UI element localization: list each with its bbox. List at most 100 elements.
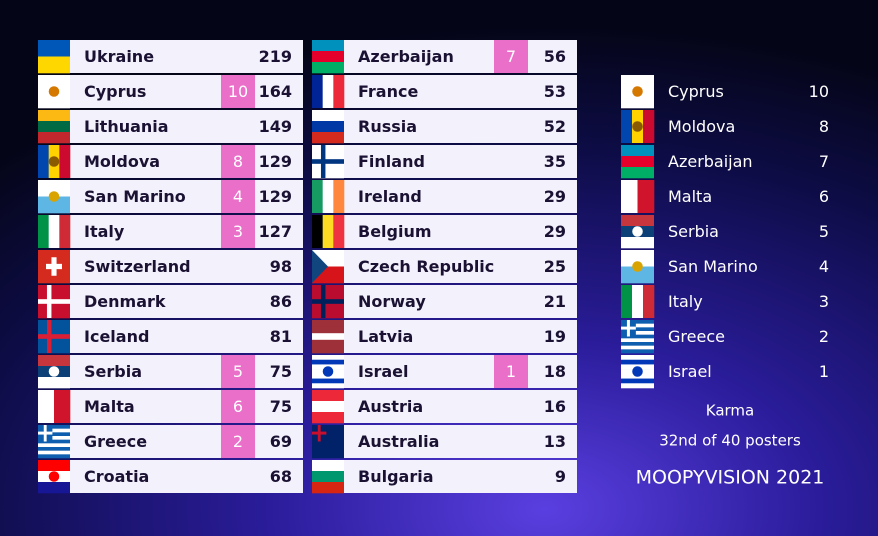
flag-stripe xyxy=(38,40,70,57)
flag-stripe xyxy=(621,285,633,318)
received-country: Serbia xyxy=(668,222,719,241)
flag-cross xyxy=(312,431,327,435)
row-background xyxy=(70,215,303,248)
points-given: 3 xyxy=(233,222,243,241)
flag-stripe xyxy=(312,62,344,74)
total-score: 149 xyxy=(259,117,292,136)
flag-stripe xyxy=(621,156,654,168)
total-score: 35 xyxy=(544,152,566,171)
received-country: Israel xyxy=(668,362,712,381)
points-box xyxy=(221,75,255,108)
total-score: 13 xyxy=(544,432,566,451)
flag-stripe xyxy=(48,215,60,248)
flag-triangle xyxy=(312,250,328,283)
country-name: Australia xyxy=(358,432,439,451)
received-country: Italy xyxy=(668,292,703,311)
total-score: 98 xyxy=(270,257,292,276)
country-name: Finland xyxy=(358,152,425,171)
brand-label: MOOPYVISION 2021 xyxy=(636,467,825,489)
flag-stripe xyxy=(38,482,70,494)
flag-stripe xyxy=(621,383,654,389)
flag-stripe xyxy=(322,75,334,108)
flag-stripe xyxy=(54,390,71,423)
flag-stripe xyxy=(312,121,344,133)
total-score: 52 xyxy=(544,117,566,136)
points-given: 5 xyxy=(233,362,243,381)
total-score: 127 xyxy=(259,222,292,241)
row-background xyxy=(70,460,303,493)
received-points: 6 xyxy=(819,187,829,206)
flag-cross xyxy=(38,431,53,435)
flag-stripe xyxy=(643,110,655,143)
total-score: 129 xyxy=(259,152,292,171)
flag-stripe xyxy=(322,215,334,248)
received-country: Moldova xyxy=(668,117,735,136)
country-name: Ireland xyxy=(358,187,422,206)
flag-stripe xyxy=(312,471,344,483)
flag-stripe xyxy=(312,51,344,63)
total-score: 68 xyxy=(270,467,292,486)
flag-stripe xyxy=(621,378,654,384)
country-name: Croatia xyxy=(84,467,149,486)
flag-stripe xyxy=(312,412,344,424)
country-name: Denmark xyxy=(84,292,166,311)
row-background xyxy=(70,180,303,213)
flag-stripe xyxy=(38,355,70,367)
flag-stripe xyxy=(312,359,344,365)
row-background xyxy=(344,180,577,213)
row-background xyxy=(344,320,577,353)
flag-emblem xyxy=(48,86,60,97)
row-background xyxy=(344,215,577,248)
flag-stripe xyxy=(38,196,70,214)
flag-stripe xyxy=(312,378,344,384)
points-box xyxy=(221,390,255,423)
country-name: Israel xyxy=(358,362,409,381)
country-name: Austria xyxy=(358,397,423,416)
flag-stripe xyxy=(312,326,344,334)
flag-stripe xyxy=(632,285,644,318)
flag-stripe xyxy=(643,285,655,318)
flag-emblem xyxy=(632,86,643,97)
total-score: 9 xyxy=(555,467,566,486)
country-name: Greece xyxy=(84,432,147,451)
flag-stripe xyxy=(38,450,70,455)
flag-stripe xyxy=(38,132,70,144)
received-country: Malta xyxy=(668,187,712,206)
flag-stripe xyxy=(38,436,70,440)
received-points: 4 xyxy=(819,257,829,276)
flag-stripe xyxy=(312,401,344,413)
flag-stripe xyxy=(621,167,654,179)
flag-stripe xyxy=(621,349,654,354)
flag-stripe xyxy=(621,215,654,227)
flag-stripe xyxy=(621,180,638,213)
flag-stripe xyxy=(621,110,633,143)
country-name: Serbia xyxy=(84,362,142,381)
flag-cross xyxy=(312,299,344,304)
received-points: 5 xyxy=(819,222,829,241)
row-background xyxy=(70,75,303,108)
country-name: France xyxy=(358,82,418,101)
country-name: Norway xyxy=(358,292,426,311)
country-name: Czech Republic xyxy=(358,257,494,276)
country-name: Lithuania xyxy=(84,117,169,136)
flag-stripe xyxy=(621,345,654,350)
flag-cross xyxy=(312,159,344,164)
country-name: San Marino xyxy=(84,187,186,206)
flag-stripe xyxy=(312,383,344,389)
points-box xyxy=(221,355,255,388)
points-box xyxy=(221,180,255,213)
country-name: Russia xyxy=(358,117,417,136)
flag-emblem xyxy=(48,366,60,377)
flag-stripe xyxy=(621,320,654,324)
row-background xyxy=(70,320,303,353)
flag-stripe xyxy=(38,454,70,459)
flag-stripe xyxy=(38,110,70,122)
total-score: 19 xyxy=(544,327,566,346)
total-score: 25 xyxy=(544,257,566,276)
flag-stripe xyxy=(621,355,654,361)
flag-stripe xyxy=(621,266,654,284)
received-country: Cyprus xyxy=(668,82,724,101)
received-country: Azerbaijan xyxy=(668,152,753,171)
row-background xyxy=(344,285,577,318)
flag-cross xyxy=(38,299,70,304)
